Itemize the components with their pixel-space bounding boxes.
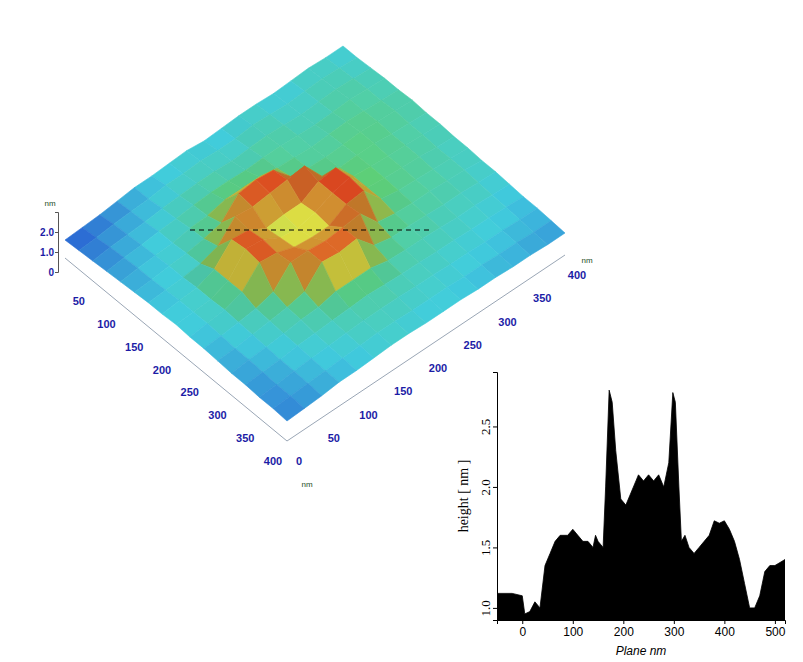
y-tick: 2.0: [478, 479, 497, 495]
y-tick: 1.5: [478, 540, 497, 556]
y-tick-label: 2.0: [478, 479, 493, 495]
y-axis-title: height [ nm ]: [456, 460, 471, 533]
x-tick-label: 50: [73, 295, 85, 307]
z-tick: 0: [48, 267, 58, 278]
y-tick-mark: [493, 608, 497, 609]
y-tick-mark: [493, 547, 497, 548]
x-axis-line: [65, 258, 287, 441]
x-tick-mark: [573, 620, 574, 624]
y-tick-label: 2.5: [478, 419, 493, 435]
x-tick: 200: [614, 620, 634, 639]
x-tick-label: 300: [664, 625, 684, 639]
y-tick-label: 150: [394, 385, 412, 397]
x-tick-label: 200: [614, 625, 634, 639]
x-tick-label: 0: [519, 625, 526, 639]
z-tick: 2.0: [40, 227, 58, 238]
x-tick-mark: [522, 620, 523, 624]
z-tick-mark: [55, 272, 58, 273]
y-tick: 1.0: [478, 600, 497, 616]
x-tick-label: 400: [715, 625, 735, 639]
x-tick: 300: [664, 620, 684, 639]
x-tick: 400: [715, 620, 735, 639]
x-tick: 100: [563, 620, 583, 639]
y-tick-mark: [493, 426, 497, 427]
x-axis-title: Plane nm: [616, 644, 667, 658]
y-tick-label: 300: [498, 316, 516, 328]
profile-panel: 0 100 200 300 400 500 1.0 1.5 2.0 2.5 height [ nm …: [450, 360, 803, 662]
y-tick-label: 200: [429, 362, 447, 374]
y-tick-mark: [493, 487, 497, 488]
figure: 50 100 150 200 250 300 350 400 0 50 100 150 200 250 30…: [0, 0, 803, 662]
x-tick-label: 100: [97, 318, 115, 330]
y-tick-label: 100: [359, 409, 377, 421]
y-tick-label: 400: [568, 269, 586, 281]
surface-cell: [273, 396, 304, 421]
profile-marks: [497, 390, 785, 620]
y-tick-label: 1.0: [478, 600, 493, 616]
x-tick-mark: [724, 620, 725, 624]
x-axis-line: [498, 621, 786, 625]
y-tick-label: 1.5: [478, 540, 493, 556]
y-tick-label: 350: [533, 292, 551, 304]
x-tick-label: 400: [264, 455, 282, 467]
y-axis-line: [493, 373, 498, 621]
x-axis: 0 100 200 300 400 500: [498, 620, 786, 639]
x-tick-mark: [623, 620, 624, 624]
z-tick-label: 1.0: [40, 247, 54, 258]
x-tick-label: 250: [181, 386, 199, 398]
x-tick-label: 300: [208, 409, 226, 421]
x-tick-label: 150: [125, 341, 143, 353]
profile-background: [450, 360, 803, 662]
y-tick-label: 250: [464, 339, 482, 351]
x-tick-label: 500: [765, 625, 785, 639]
y-tick: 2.5: [478, 419, 497, 435]
z-tick-mark: [55, 252, 58, 253]
y-axis-title: nm: [581, 256, 592, 265]
z-tick-mark: [55, 232, 58, 233]
x-tick-label: 350: [236, 432, 254, 444]
profile-area: [497, 390, 785, 620]
z-axis-title: nm: [44, 199, 55, 208]
x-tick-label: 100: [563, 625, 583, 639]
x-tick-labels: 50 100 150 200 250 300 350 400: [73, 295, 283, 467]
z-tick-label: 0: [48, 267, 54, 278]
y-axis: 1.0 1.5 2.0 2.5: [478, 373, 498, 621]
z-axis: 0 1.0 2.0: [40, 213, 58, 278]
profile-line: [190, 229, 430, 230]
x-axis-title: nm: [301, 480, 312, 489]
x-tick: 500: [765, 620, 785, 639]
x-tick: 0: [519, 620, 526, 639]
y-tick-label: 50: [328, 432, 340, 444]
x-tick-mark: [775, 620, 776, 624]
z-axis-line: [55, 213, 59, 273]
z-tick: 1.0: [40, 247, 58, 258]
x-tick-mark: [674, 620, 675, 624]
x-tick-label: 200: [153, 364, 171, 376]
y-tick-label: 0: [296, 455, 302, 467]
z-tick-label: 2.0: [40, 227, 54, 238]
